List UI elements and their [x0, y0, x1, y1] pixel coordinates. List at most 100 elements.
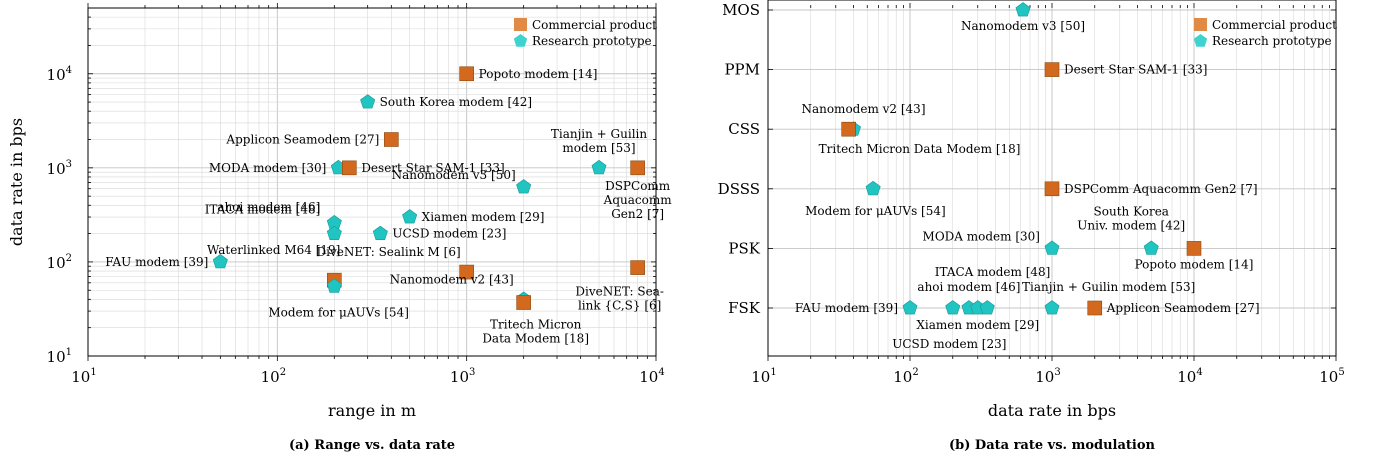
- point-label-line: Gen2 [7]: [611, 207, 664, 221]
- research-marker-9: [402, 209, 418, 224]
- point-label-line: FAU modem [39]: [795, 301, 898, 315]
- legend-research-swatch: [513, 34, 528, 47]
- commercial-marker-17: [516, 295, 531, 310]
- point-label-4: DSPComm Aquacomm Gen2 [7]: [603, 179, 673, 221]
- point-label-line: ITACA modem [48]: [935, 265, 1051, 279]
- x-tick-label: 102: [261, 367, 286, 386]
- chart-caption: (b) Data rate vs. modulation: [949, 438, 1156, 453]
- tick-exponent: 3: [1054, 367, 1060, 378]
- tick-base: 10: [71, 368, 90, 386]
- tick-exponent: 1: [90, 367, 96, 378]
- tick-exponent: 3: [66, 159, 72, 170]
- point-label-15: Applicon Seamodem [27]: [1106, 301, 1260, 315]
- point-label-10: ITACA modem [48]: [935, 265, 1051, 279]
- category-label-ppm: PPM: [724, 61, 760, 79]
- tick-exponent: 5: [1338, 367, 1344, 378]
- research-marker-4: [865, 180, 881, 196]
- point-label-12: FAU modem [39]: [105, 255, 208, 269]
- x-tick-label: 105: [1319, 367, 1344, 386]
- tick-base: 10: [47, 254, 66, 272]
- x-tick-label: 103: [1035, 367, 1060, 386]
- point-label-line: Popoto modem [14]: [479, 67, 598, 81]
- research-marker-14: [326, 278, 342, 293]
- point-label-8: Popoto modem [14]: [1135, 257, 1254, 271]
- research-marker-0: [1015, 2, 1031, 17]
- point-label-line: UCSD modem [23]: [892, 337, 1006, 351]
- tick-exponent: 4: [66, 65, 72, 76]
- research-marker-6: [1044, 240, 1060, 255]
- point-label-2: Applicon Seamodem [27]: [225, 133, 379, 147]
- legend-research-label: Research prototype: [1212, 34, 1332, 48]
- plot-frame: [87, 7, 657, 357]
- research-marker-14: [1044, 300, 1060, 315]
- tick-base: 10: [450, 368, 469, 386]
- tick-exponent: 2: [280, 367, 286, 378]
- point-label-line: UCSD modem [23]: [392, 227, 506, 241]
- point-label-line: DSPComm Aquacomm Gen2 [7]: [1064, 182, 1258, 196]
- point-label-13: Waterlinked M64 [19]: [207, 243, 340, 257]
- legend-commercial-label: Commercial product: [532, 18, 657, 32]
- point-label-8: ahoi modem [46]: [217, 200, 320, 214]
- point-label-14: Modem for μAUVs [54]: [268, 305, 409, 319]
- point-label-line: Aquacomm: [603, 193, 673, 207]
- point-label-0: Nanomodem v3 [50]: [961, 19, 1085, 33]
- x-tick-label: 104: [1177, 367, 1202, 386]
- point-label-line: link {C,S} [6]: [578, 299, 661, 313]
- tick-exponent: 1: [770, 367, 776, 378]
- x-tick-label: 101: [751, 367, 776, 386]
- point-label-line: Desert Star SAM-1 [33]: [361, 161, 504, 175]
- point-label-15: DiveNET: Sealink M [6]: [317, 245, 461, 259]
- research-marker-7: [516, 179, 532, 194]
- legend-commercial-swatch: [1194, 18, 1207, 31]
- commercial-marker-1: [1044, 62, 1060, 77]
- point-label-line: MODA modem [30]: [923, 229, 1040, 243]
- point-label-line: Applicon Seamodem [27]: [1106, 301, 1260, 315]
- point-label-3: Tianjin + Guilin modem [53]: [551, 127, 648, 155]
- plot-frame: [767, 0, 1337, 357]
- commercial-marker-15: [459, 264, 474, 280]
- point-label-12: Xiamen modem [29]: [916, 318, 1039, 332]
- category-label-fsk: FSK: [728, 299, 761, 317]
- tick-base: 10: [893, 368, 912, 386]
- commercial-marker-2: [384, 132, 399, 147]
- point-label-6: Desert Star SAM-1 [33]: [361, 161, 504, 175]
- legend-commercial-label: Commercial product: [1212, 18, 1337, 32]
- tick-base: 10: [47, 348, 66, 366]
- point-label-2: Nanomodem v2 [43]: [801, 102, 925, 116]
- research-marker-9: [902, 300, 918, 315]
- point-label-11: ahoi modem [46]: [917, 280, 1020, 294]
- tick-base: 10: [47, 66, 66, 84]
- point-label-line: Tianjin + Guilin modem [53]: [1022, 280, 1195, 294]
- point-label-line: Desert Star SAM-1 [33]: [1064, 63, 1207, 77]
- point-label-line: Tritech Micron Data Modem [18]: [819, 142, 1021, 156]
- tick-exponent: 4: [658, 367, 664, 378]
- point-label-11: UCSD modem [23]: [392, 227, 506, 241]
- point-label-line: Data Modem [18]: [482, 332, 589, 346]
- point-label-line: MODA modem [30]: [209, 161, 326, 175]
- tick-base: 10: [751, 368, 770, 386]
- x-tick-label: 101: [71, 367, 96, 386]
- point-label-4: Modem for μAUVs [54]: [805, 204, 946, 218]
- point-label-line: Nanomodem v3 [50]: [961, 19, 1085, 33]
- point-label-line: Tianjin + Guilin: [551, 127, 648, 141]
- point-label-18: DiveNET: Sea-link {C,S} [6]: [575, 285, 664, 313]
- point-label-line: Modem for μAUVs [54]: [805, 204, 946, 218]
- y-tick-label: 102: [47, 253, 72, 272]
- tick-exponent: 2: [66, 253, 72, 264]
- point-label-line: Univ. modem [42]: [1077, 218, 1185, 232]
- point-label-line: ahoi modem [46]: [917, 280, 1020, 294]
- point-label-line: DiveNET: Sea-: [575, 285, 664, 299]
- commercial-marker-3: [841, 121, 856, 137]
- research-marker-7: [1143, 240, 1159, 255]
- research-marker-11: [372, 225, 388, 240]
- legend-commercial-swatch: [514, 18, 527, 31]
- tick-base: 10: [261, 368, 280, 386]
- point-label-line: ITACA modem [48]: [205, 203, 321, 217]
- research-marker-10: [945, 300, 961, 315]
- y-axis-label: data rate in bps: [7, 118, 26, 246]
- research-marker-12: [212, 254, 228, 269]
- x-axis-label: range in m: [328, 401, 416, 420]
- tick-base: 10: [47, 160, 66, 178]
